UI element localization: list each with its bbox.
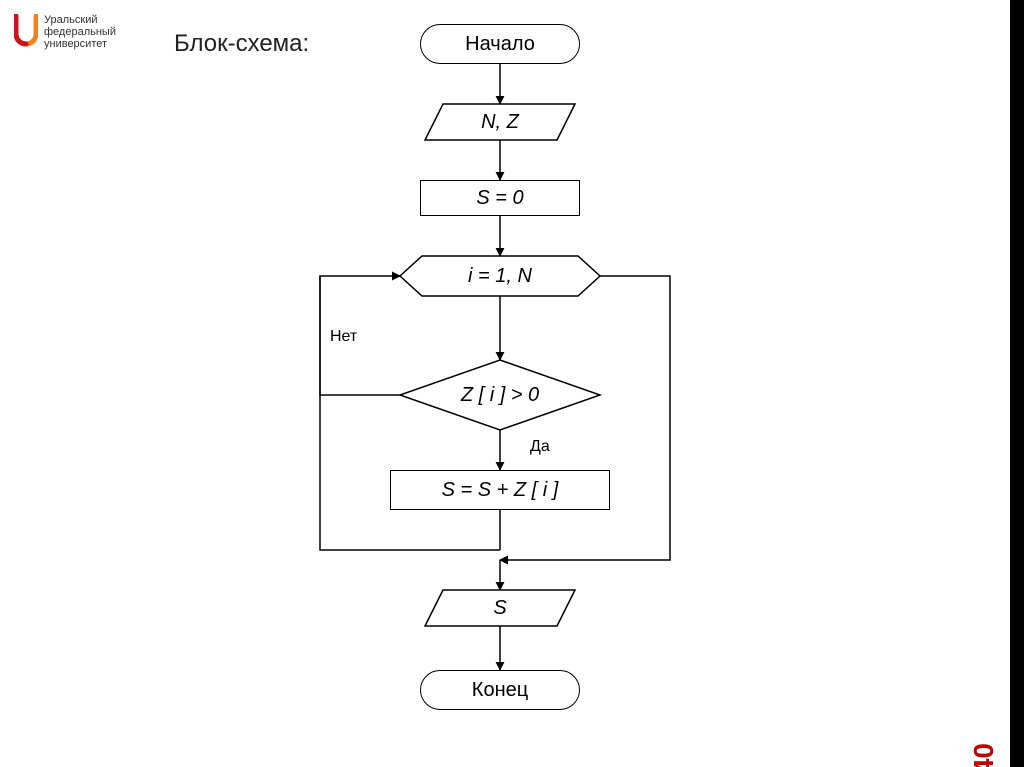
node-accumulate: S = S + Z [ i ]: [390, 470, 610, 510]
label-yes: Да: [530, 438, 550, 456]
page-number: 40: [968, 743, 1000, 767]
diagram-title: Блок-схема:: [174, 30, 309, 58]
university-logo: Уральский федеральный университет: [14, 14, 116, 50]
node-input-label: N, Z: [425, 104, 575, 140]
label-no: Нет: [330, 328, 357, 346]
node-output-label: S: [425, 590, 575, 626]
node-start: Начало: [420, 24, 580, 64]
flowchart: Начало N, Z S = 0 i = 1, N Z [ i ] > 0 S…: [300, 20, 800, 740]
logo-line-1: Уральский: [44, 14, 116, 26]
node-input: N, Z: [425, 104, 575, 140]
node-condition: Z [ i ] > 0: [400, 360, 600, 430]
node-output: S: [425, 590, 575, 626]
logo-line-3: университет: [44, 38, 116, 50]
node-end: Конец: [420, 670, 580, 710]
logo-line-2: федеральный: [44, 26, 116, 38]
logo-u-icon: [14, 14, 38, 50]
node-init: S = 0: [420, 180, 580, 216]
side-band: [1010, 0, 1024, 767]
node-loop: i = 1, N: [400, 256, 600, 296]
